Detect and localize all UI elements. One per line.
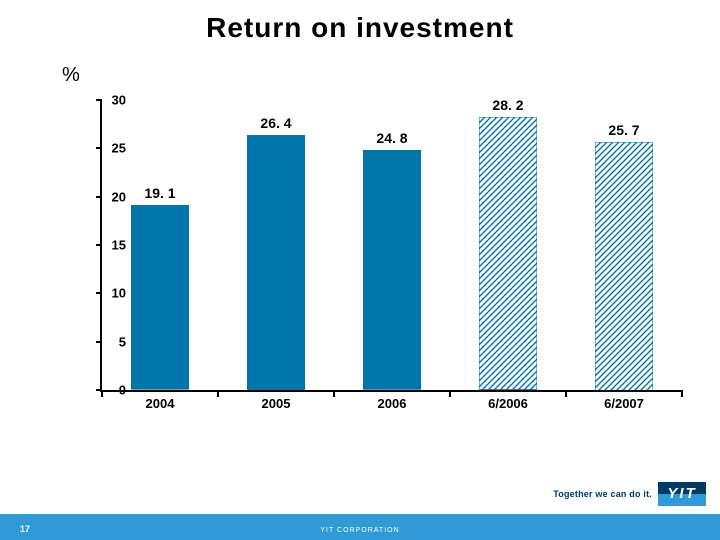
y-tick-mark [96, 341, 102, 343]
y-tick-mark [96, 244, 102, 246]
bar [247, 135, 305, 390]
roi-bar-chart: 05101520253019. 1200426. 4200524. 820062… [70, 100, 680, 410]
x-tick-mark [217, 390, 219, 397]
bar [479, 117, 537, 390]
brand-logo: YIT [658, 482, 706, 506]
footer-corp-text: YIT CORPORATION [0, 527, 720, 534]
brand-block: Together we can do it. YIT [553, 482, 706, 506]
x-tick-mark [449, 390, 451, 397]
bar [131, 205, 189, 390]
y-tick-mark [96, 292, 102, 294]
x-tick-mark [333, 390, 335, 397]
bar-value-label: 26. 4 [260, 115, 291, 131]
bar-value-label: 25. 7 [608, 122, 639, 138]
y-axis-unit: % [62, 64, 80, 87]
y-tick-mark [96, 99, 102, 101]
plot-area: 05101520253019. 1200426. 4200524. 820062… [100, 100, 682, 392]
bar [363, 150, 421, 390]
y-tick-mark [96, 147, 102, 149]
x-axis-label: 2004 [146, 396, 175, 411]
x-axis-label: 2006 [378, 396, 407, 411]
x-tick-mark [565, 390, 567, 397]
bar [595, 142, 653, 390]
y-tick-mark [96, 196, 102, 198]
bar-value-label: 19. 1 [144, 185, 175, 201]
brand-slogan: Together we can do it. [553, 489, 652, 499]
x-axis-label: 6/2007 [604, 396, 644, 411]
x-axis-label: 2005 [262, 396, 291, 411]
bar-value-label: 28. 2 [492, 97, 523, 113]
page-title: Return on investment [0, 12, 720, 44]
x-tick-mark [101, 390, 103, 397]
x-axis-label: 6/2006 [488, 396, 528, 411]
bar-value-label: 24. 8 [376, 130, 407, 146]
logo-text: YIT [658, 482, 706, 506]
x-tick-mark [681, 390, 683, 397]
